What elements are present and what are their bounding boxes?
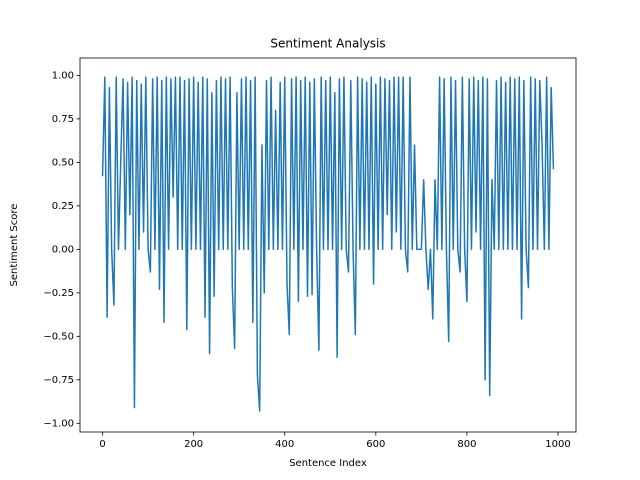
x-axis-label: Sentence Index <box>289 458 367 469</box>
y-tick-label: 0.75 <box>52 114 74 125</box>
chart-title: Sentiment Analysis <box>270 37 385 51</box>
x-tick-label: 600 <box>366 439 385 450</box>
y-axis-label: Sentiment Score <box>9 204 20 287</box>
y-tick-label: 0.25 <box>52 201 74 212</box>
y-tick-label: 0.50 <box>52 157 74 168</box>
x-tick-label: 200 <box>184 439 203 450</box>
x-tick-label: 800 <box>457 439 476 450</box>
x-tick-label: 400 <box>275 439 294 450</box>
y-tick-label: −0.25 <box>43 288 74 299</box>
y-tick-label: −0.75 <box>43 375 74 386</box>
y-tick-label: 0.00 <box>52 244 74 255</box>
y-tick-label: −0.50 <box>43 331 74 342</box>
y-tick-label: 1.00 <box>52 70 74 81</box>
y-tick-label: −1.00 <box>43 418 74 429</box>
plot-frame <box>79 57 577 433</box>
x-tick-label: 1000 <box>545 439 570 450</box>
data-line <box>101 76 555 412</box>
x-tick-label: 0 <box>99 439 105 450</box>
